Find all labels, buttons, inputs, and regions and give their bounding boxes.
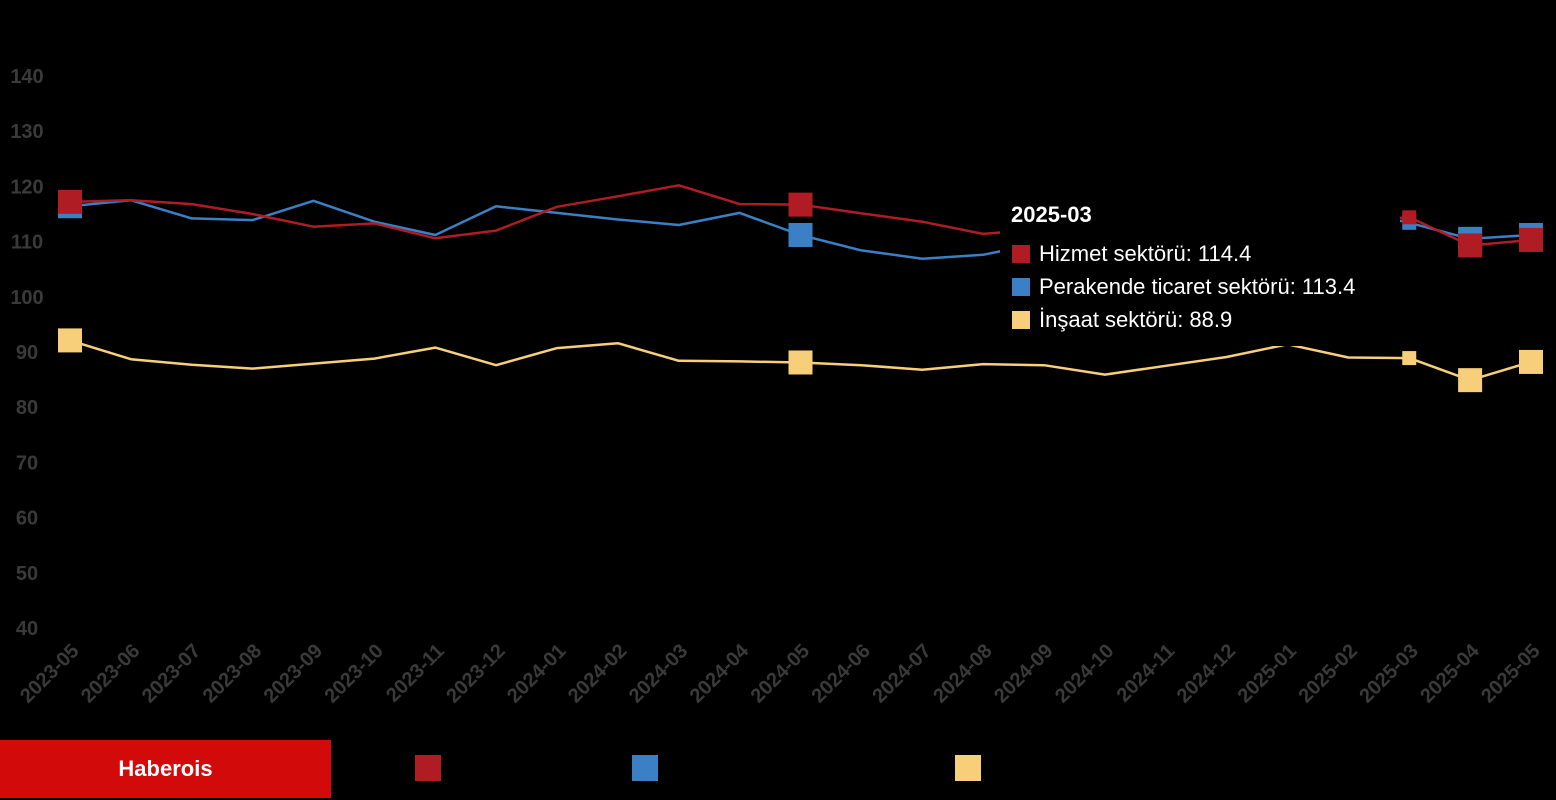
hizmet-swatch-icon	[1012, 245, 1030, 263]
data-point-marker	[788, 350, 813, 375]
hover-tooltip: 2025-03 Hizmet sektörü: 114.4 Perakende …	[1000, 196, 1400, 346]
y-tick-label: 130	[10, 121, 43, 143]
x-tick-label: 2024-07	[868, 640, 935, 707]
x-tick-label: 2024-11	[1113, 640, 1180, 707]
tooltip-row-label: İnşaat sektörü: 88.9	[1039, 307, 1233, 332]
x-tick-label: 2025-05	[1477, 640, 1544, 707]
tooltip-title: 2025-03	[1011, 202, 1092, 227]
data-point-marker	[1519, 349, 1543, 374]
x-tick-label: 2025-03	[1355, 640, 1422, 707]
y-tick-label: 40	[16, 618, 38, 640]
insaat-legend-swatch-icon	[955, 755, 981, 781]
data-point-marker	[1458, 368, 1483, 393]
data-point-marker	[1402, 210, 1417, 225]
x-tick-label: 2023-05	[16, 640, 83, 707]
legend-label: Perakende ticaret sektörü	[666, 756, 894, 779]
x-tick-label: 2024-10	[1051, 640, 1118, 707]
tooltip-row-label: Hizmet sektörü: 114.4	[1039, 241, 1252, 266]
x-tick-label: 2023-06	[77, 640, 144, 707]
perakende-legend-swatch-icon	[632, 755, 658, 781]
y-tick-label: 60	[16, 508, 38, 530]
x-tick-label: 2024-09	[990, 640, 1057, 707]
x-tick-label: 2025-02	[1294, 640, 1361, 707]
tooltip-row-label: Perakende ticaret sektörü: 113.4	[1039, 274, 1356, 299]
perakende-swatch-icon	[1012, 278, 1030, 296]
x-tick-label: 2023-09	[260, 640, 327, 707]
x-tick-label: 2024-03	[625, 640, 692, 707]
x-tick-label: 2025-04	[1416, 639, 1484, 707]
x-tick-label: 2024-05	[747, 640, 814, 707]
y-tick-label: 70	[16, 452, 38, 474]
x-tick-label: 2024-01	[503, 640, 570, 707]
x-tick-label: 2023-10	[320, 640, 387, 707]
tooltip-row-perakende: Perakende ticaret sektörü: 113.4	[1012, 274, 1355, 300]
hizmet-legend-swatch-icon	[415, 755, 441, 781]
brand-logo[interactable]: Haberois	[0, 740, 331, 798]
x-tick-label: 2024-08	[929, 640, 996, 707]
data-point-marker	[58, 328, 82, 353]
legend-label: İnşaat sektörü	[989, 756, 1115, 779]
x-tick-label: 2024-12	[1173, 640, 1240, 707]
x-axis: 2023-052023-062023-072023-082023-092023-…	[16, 639, 1544, 707]
x-tick-label: 2023-11	[382, 640, 449, 707]
data-point-marker	[1519, 227, 1543, 252]
y-axis: 40 50 60 70 80 90 100 110 120 130 140	[10, 66, 43, 640]
y-tick-label: 50	[16, 563, 38, 585]
x-tick-label: 2024-02	[564, 640, 631, 707]
y-tick-label: 120	[10, 176, 43, 198]
x-tick-label: 2023-07	[138, 640, 205, 707]
y-tick-label: 100	[10, 287, 43, 309]
y-tick-label: 80	[16, 397, 38, 419]
legend-item-insaat[interactable]: İnşaat sektörü	[955, 755, 1115, 781]
data-point-marker	[788, 222, 813, 247]
insaat-swatch-icon	[1012, 311, 1030, 329]
data-point-marker	[1402, 351, 1417, 366]
x-tick-label: 2023-12	[442, 640, 509, 707]
x-tick-label: 2025-01	[1234, 640, 1301, 707]
legend-label: Hizmet sektörü	[449, 756, 583, 779]
legend-item-hizmet[interactable]: Hizmet sektörü	[415, 755, 582, 781]
series-markers	[58, 189, 1543, 393]
y-tick-label: 110	[11, 232, 43, 254]
y-tick-label: 90	[16, 342, 38, 364]
data-point-marker	[1458, 233, 1483, 258]
legend-item-perakende[interactable]: Perakende ticaret sektörü	[632, 755, 894, 781]
footer-bar: Haberois Hizmet sektörü Perakende ticare…	[0, 740, 1556, 800]
tooltip-row-insaat: İnşaat sektörü: 88.9	[1012, 307, 1232, 333]
tooltip-row-hizmet: Hizmet sektörü: 114.4	[1012, 241, 1251, 267]
x-tick-label: 2024-04	[686, 639, 754, 707]
data-point-marker	[788, 192, 813, 217]
data-point-marker	[58, 189, 82, 214]
y-tick-label: 140	[10, 66, 43, 88]
x-tick-label: 2023-08	[199, 640, 266, 707]
x-tick-label: 2024-06	[807, 640, 874, 707]
